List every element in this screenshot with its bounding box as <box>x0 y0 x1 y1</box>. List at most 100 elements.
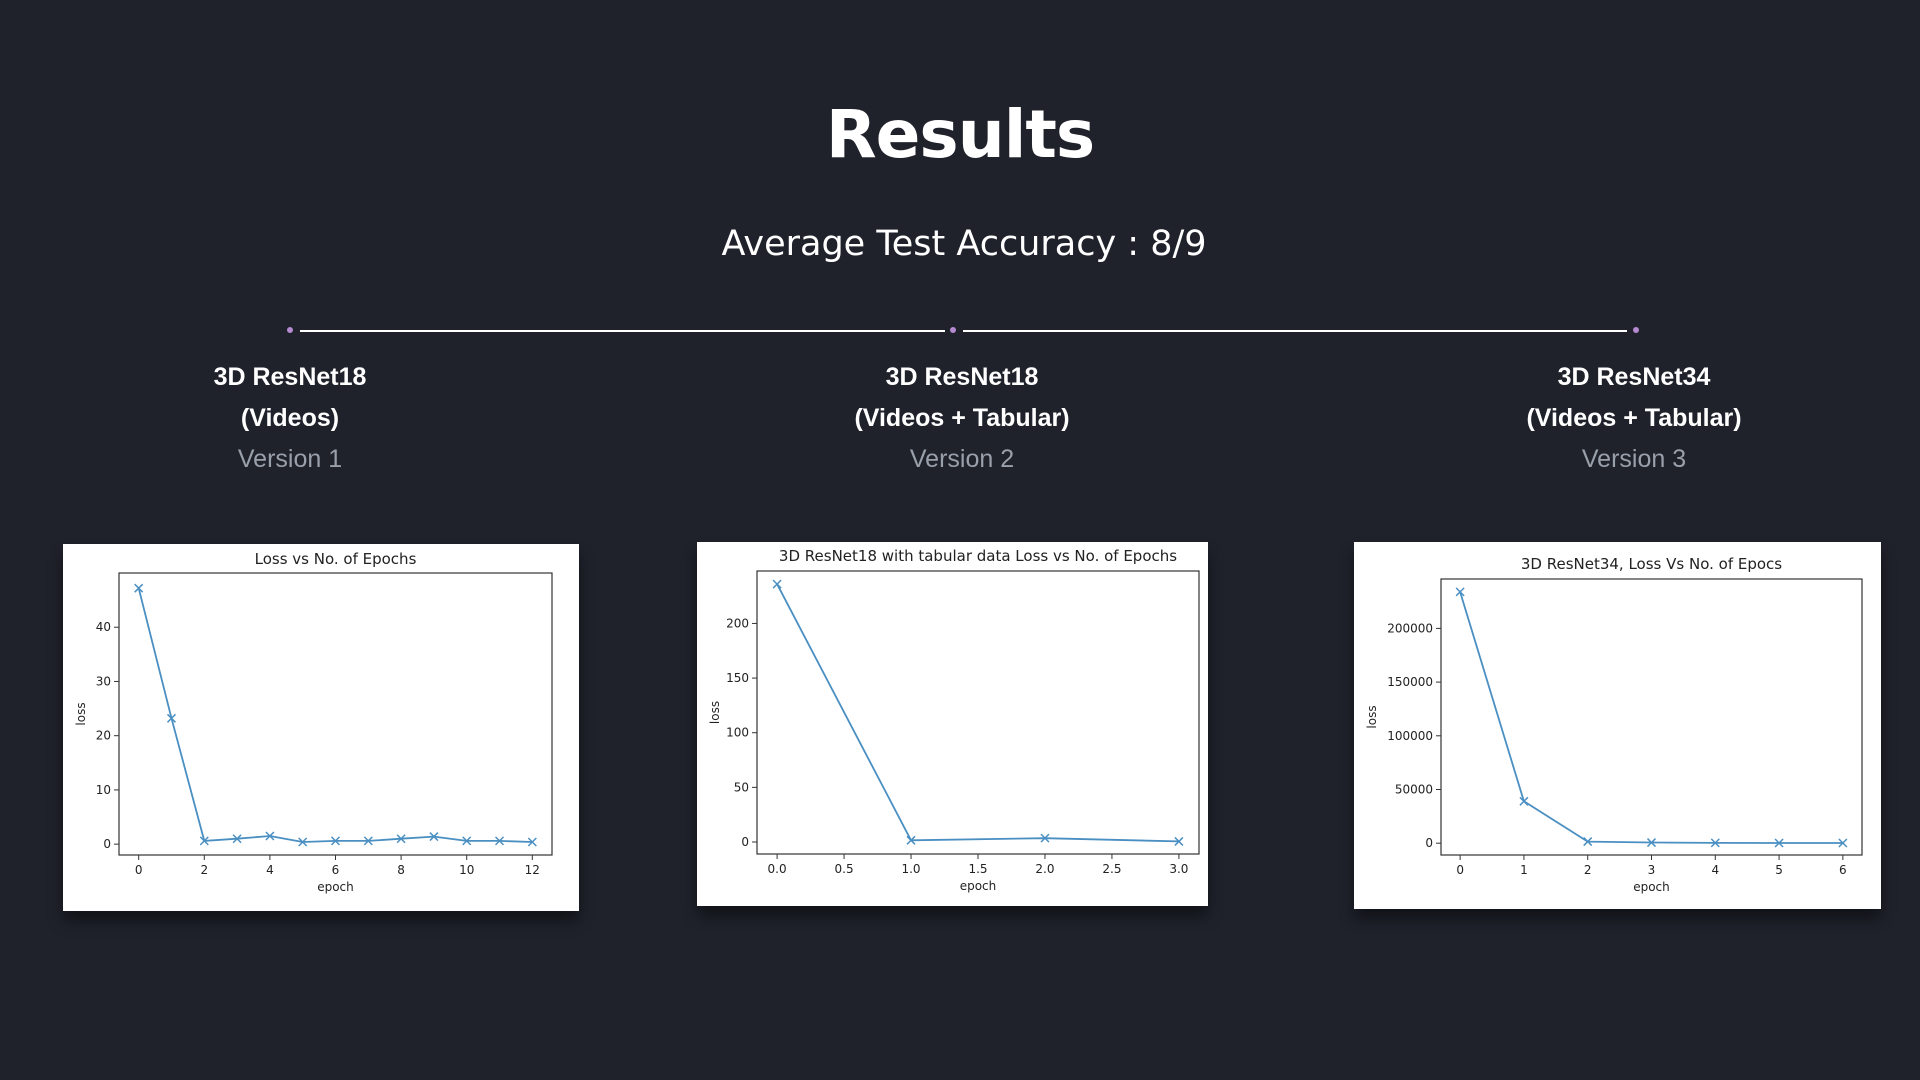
data-point-marker <box>1174 836 1184 846</box>
x-tick-label: 1.0 <box>901 862 920 876</box>
y-tick-label: 150 <box>726 671 749 685</box>
x-tick-label: 2 <box>1584 863 1592 877</box>
x-axis-label: epoch <box>960 879 997 893</box>
data-point-marker <box>1774 838 1784 848</box>
x-tick-label: 1 <box>1520 863 1528 877</box>
x-tick-label: 0 <box>1456 863 1464 877</box>
y-tick-label: 100 <box>726 726 749 740</box>
model-name-line-1: 3D ResNet18 <box>885 363 1039 391</box>
model-name-line-2: (Videos + Tabular) <box>1526 404 1742 432</box>
marker-stroke <box>1174 836 1184 846</box>
data-point-marker <box>1838 838 1848 848</box>
model-column-3: 3D ResNet34 (Videos + Tabular) Version 3 <box>1424 357 1844 474</box>
data-point-marker <box>134 583 144 593</box>
y-tick-label: 150000 <box>1387 675 1433 689</box>
chart-title: 3D ResNet18 with tabular data Loss vs No… <box>779 547 1177 565</box>
x-tick-label: 0.0 <box>768 862 787 876</box>
marker-stroke <box>1519 796 1529 806</box>
loss-chart-version-1: Loss vs No. of Epochs 0 2 4 6 8 10 12 0 10 20 30 40 e… <box>74 550 553 894</box>
y-tick-label: 0 <box>1425 836 1433 850</box>
marker-stroke <box>1040 833 1050 843</box>
x-tick-label: 12 <box>525 863 540 877</box>
marker-stroke <box>906 835 916 845</box>
plot-frame <box>118 572 553 856</box>
marker-stroke <box>772 579 782 589</box>
loss-chart-version-2: 3D ResNet18 with tabular data Loss vs No… <box>708 547 1200 893</box>
marker-stroke <box>298 837 308 847</box>
x-tick-label: 0.5 <box>835 862 854 876</box>
model-version: Version 2 <box>909 445 1015 473</box>
data-point-marker <box>1710 838 1720 848</box>
x-tick-label: 3 <box>1648 863 1656 877</box>
data-point-marker <box>1519 796 1529 806</box>
data-point-marker <box>462 836 472 846</box>
model-version: Version 1 <box>237 445 343 473</box>
y-axis-label: loss <box>74 702 88 725</box>
page-title: Results <box>825 96 1095 173</box>
x-tick-label: 6 <box>332 863 340 877</box>
chart-card-1: Loss vs No. of Epochs 0 2 4 6 8 10 12 0 10 20 30 40 e… <box>63 544 579 911</box>
loss-series-line <box>776 583 1179 843</box>
data-point-marker <box>166 713 177 723</box>
marker-stroke <box>265 831 275 841</box>
data-point-marker <box>1040 833 1050 843</box>
x-tick-label: 0 <box>135 863 143 877</box>
x-tick-label: 6 <box>1839 863 1847 877</box>
marker-stroke <box>199 836 209 846</box>
marker-stroke <box>1710 838 1720 848</box>
x-tick-label: 1.5 <box>968 862 987 876</box>
data-point-marker <box>494 836 505 846</box>
x-axis-label: epoch <box>1633 880 1670 894</box>
data-point-marker <box>232 834 242 844</box>
y-tick-label: 40 <box>96 620 111 634</box>
model-version: Version 3 <box>1581 445 1687 473</box>
plot-frame <box>1440 578 1863 856</box>
data-point-marker <box>330 836 341 846</box>
chart-card-3: 3D ResNet34, Loss Vs No. of Epocs 0 1 2 3 4 5 6… <box>1354 542 1881 909</box>
data-point-marker <box>298 837 308 847</box>
model-column-1: 3D ResNet18 (Videos) Version 1 <box>80 357 500 474</box>
y-tick-label: 10 <box>96 783 111 797</box>
marker-stroke <box>1583 837 1593 847</box>
model-name-line-2: (Videos + Tabular) <box>854 404 1070 432</box>
y-tick-label: 50000 <box>1395 782 1433 796</box>
data-point-marker <box>265 831 275 841</box>
timeline-dot-1 <box>287 327 293 333</box>
x-tick-label: 8 <box>397 863 405 877</box>
y-tick-label: 200 <box>726 616 749 630</box>
marker-stroke <box>494 836 505 846</box>
data-point-marker <box>199 836 209 846</box>
y-tick-label: 30 <box>96 674 111 688</box>
marker-stroke <box>396 834 406 844</box>
marker-stroke <box>462 836 472 846</box>
marker-stroke <box>429 832 439 842</box>
data-point-marker <box>429 832 439 842</box>
model-name-line-1: 3D ResNet18 <box>213 363 367 391</box>
y-tick-label: 0 <box>103 837 111 851</box>
marker-stroke <box>166 713 177 723</box>
data-point-marker <box>772 579 782 589</box>
x-tick-label: 2.5 <box>1102 862 1121 876</box>
x-axis-label: epoch <box>317 880 354 894</box>
data-point-marker <box>906 835 916 845</box>
marker-stroke <box>134 583 144 593</box>
data-point-marker <box>1455 587 1465 597</box>
x-tick-label: 4 <box>266 863 274 877</box>
y-tick-label: 20 <box>96 729 111 743</box>
plot-frame <box>756 570 1200 855</box>
marker-stroke <box>330 836 341 846</box>
x-tick-label: 3.0 <box>1169 862 1188 876</box>
marker-stroke <box>232 834 242 844</box>
marker-stroke <box>527 837 537 847</box>
model-name-line-2: (Videos) <box>240 404 340 432</box>
marker-stroke <box>1838 838 1848 848</box>
data-point-marker <box>363 836 373 846</box>
data-point-marker <box>1646 838 1657 848</box>
y-tick-label: 50 <box>734 780 749 794</box>
x-tick-label: 10 <box>459 863 474 877</box>
x-tick-label: 2 <box>200 863 208 877</box>
marker-stroke <box>1646 838 1657 848</box>
loss-chart-version-3: 3D ResNet34, Loss Vs No. of Epocs 0 1 2 3 4 5 6… <box>1365 555 1863 894</box>
x-tick-label: 4 <box>1711 863 1719 877</box>
model-column-2: 3D ResNet18 (Videos + Tabular) Version 2 <box>752 357 1172 474</box>
